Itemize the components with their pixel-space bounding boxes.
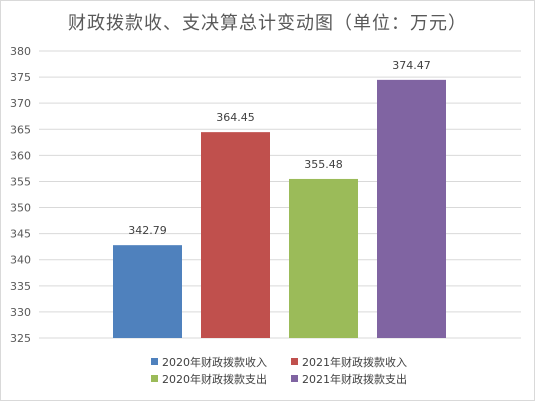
y-tick-label: 375	[10, 71, 31, 84]
y-tick-label: 345	[10, 228, 31, 241]
chart-title: 财政拨款收、支决算总计变动图（单位：万元）	[68, 13, 467, 34]
legend-item: 2020年财政拨款支出	[151, 371, 291, 387]
legend-label: 2021年财政拨款收入	[302, 355, 407, 369]
bar	[113, 245, 182, 338]
y-tick-label: 380	[10, 45, 31, 58]
y-tick-label: 365	[10, 123, 31, 136]
bar	[377, 79, 446, 339]
bar	[289, 178, 358, 338]
legend: 2020年财政拨款收入 2021年财政拨款收入 2020年财政拨款支出 2021…	[151, 353, 451, 387]
data-label: 342.79	[128, 224, 167, 237]
legend-item: 2020年财政拨款收入	[151, 354, 291, 370]
legend-label: 2020年财政拨款支出	[162, 372, 267, 386]
y-tick-label: 340	[10, 254, 31, 267]
data-label: 355.48	[304, 158, 343, 171]
legend-label: 2021年财政拨款支出	[302, 372, 407, 386]
legend-swatch	[151, 375, 158, 382]
data-label: 364.45	[216, 111, 255, 124]
legend-swatch	[291, 375, 298, 382]
legend-item: 2021年财政拨款支出	[291, 371, 431, 387]
y-tick-label: 355	[10, 175, 31, 188]
y-tick-label: 325	[10, 332, 31, 345]
legend-label: 2020年财政拨款收入	[162, 355, 267, 369]
legend-swatch	[291, 358, 298, 365]
y-tick-label: 360	[10, 149, 31, 162]
bar	[201, 132, 270, 338]
y-tick-label: 335	[10, 280, 31, 293]
y-tick-label: 350	[10, 202, 31, 215]
legend-item: 2021年财政拨款收入	[291, 354, 431, 370]
legend-swatch	[151, 358, 158, 365]
data-label: 374.47	[392, 59, 431, 72]
y-tick-label: 330	[10, 306, 31, 319]
y-tick-label: 370	[10, 97, 31, 110]
